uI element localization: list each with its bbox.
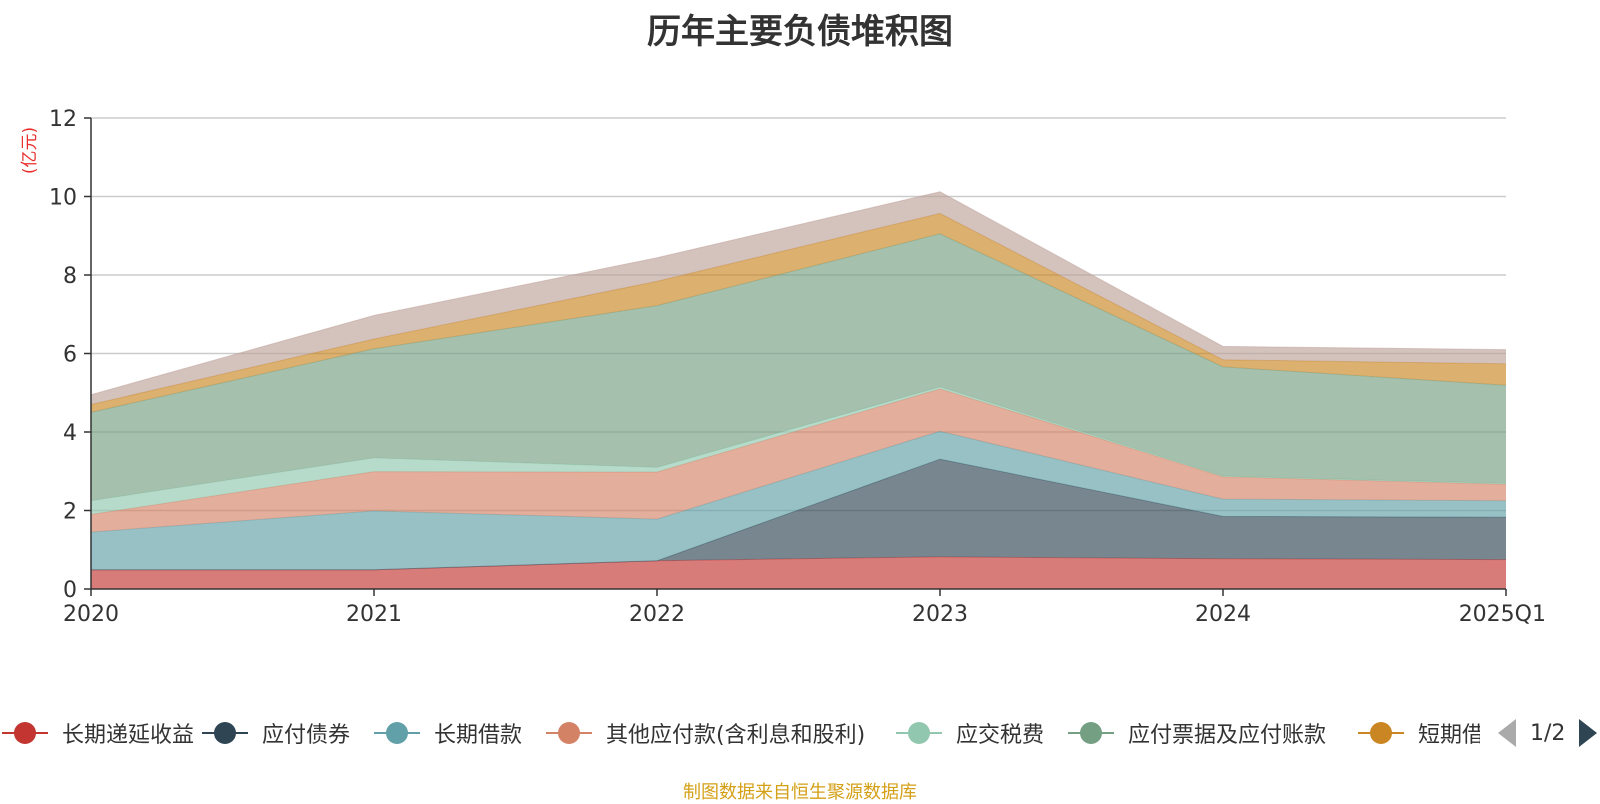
legend-prev-page-icon[interactable]: [1498, 719, 1516, 747]
legend-label: 长期借款: [434, 723, 523, 748]
legend-marker-icon: [1066, 716, 1116, 750]
area-series[interactable]: [91, 233, 1506, 501]
x-tick-label: 2020: [63, 602, 119, 627]
y-tick-label: 10: [49, 186, 77, 211]
x-tick-label: 2023: [912, 602, 968, 627]
legend-marker-icon: [1356, 716, 1406, 750]
legend-item[interactable]: 短期借款: [1356, 716, 1480, 750]
x-tick-label: 2022: [629, 602, 685, 627]
legend-label: 应付债券: [262, 723, 351, 748]
y-tick-label: 2: [63, 500, 77, 525]
legend-page-indicator: 1/2: [1530, 720, 1566, 746]
legend-marker-icon: [544, 716, 594, 750]
legend-label: 应付票据及应付账款: [1128, 723, 1327, 748]
y-tick-label: 0: [63, 578, 77, 603]
legend-item[interactable]: 应交税费: [894, 716, 1044, 750]
data-source-note: 制图数据来自恒生聚源数据库: [683, 782, 917, 803]
legend-label: 其他应付款(含利息和股利): [606, 723, 866, 748]
area-series[interactable]: [91, 388, 1506, 533]
chart-title: 历年主要负债堆积图: [647, 12, 953, 52]
legend-label: 长期递延收益: [62, 723, 195, 748]
legend: 长期递延收益 应付债券 长期借款 其他应付款(含利息和股利) 应交税费 应付票据及应付账款…: [0, 716, 1600, 750]
series-line: [90, 191, 1507, 396]
y-tick-label: 6: [63, 343, 77, 368]
area-series[interactable]: [91, 459, 1506, 570]
legend-next-page-icon[interactable]: [1579, 719, 1598, 747]
axes: 0 2 4 6 8 10 12 2020 2021 2022 2023 2024 2025Q1: [49, 107, 1546, 627]
y-tick-label: 4: [63, 421, 77, 446]
legend-pager: 1/2: [1498, 716, 1598, 750]
legend-item[interactable]: 应付票据及应付账款: [1066, 716, 1326, 750]
legend-item[interactable]: 其他应付款(含利息和股利): [544, 716, 865, 750]
legend-marker-icon: [372, 716, 422, 750]
series-line: [90, 212, 1507, 406]
x-tick-label: 2024: [1195, 602, 1251, 627]
legend-marker-icon: [894, 716, 944, 750]
area-series[interactable]: [91, 431, 1506, 570]
legend-item[interactable]: 长期借款: [372, 716, 522, 750]
y-tick-label: 12: [49, 107, 77, 132]
legend-item[interactable]: 长期递延收益: [0, 716, 194, 750]
area-series-group: [90, 191, 1507, 589]
legend-marker-icon: [0, 716, 50, 750]
area-series[interactable]: [91, 556, 1506, 589]
legend-item[interactable]: 应付债券: [200, 716, 350, 750]
x-tick-label: 2025Q1: [1459, 602, 1546, 627]
series-line: [90, 233, 1507, 413]
stacked-area-chart: 0 2 4 6 8 10 12 2020 2021 2022 2023 2024 2025Q1: [49, 107, 1546, 627]
area-series[interactable]: [91, 191, 1506, 405]
legend-marker-icon: [200, 716, 250, 750]
legend-items: 长期递延收益 应付债券 长期借款 其他应付款(含利息和股利) 应交税费 应付票据及应付账款…: [0, 716, 1480, 750]
area-series[interactable]: [91, 213, 1506, 413]
x-tick-label: 2021: [346, 602, 402, 627]
legend-label: 应交税费: [956, 723, 1045, 748]
legend-label: 短期借款: [1418, 723, 1480, 748]
y-tick-label: 8: [63, 264, 77, 289]
